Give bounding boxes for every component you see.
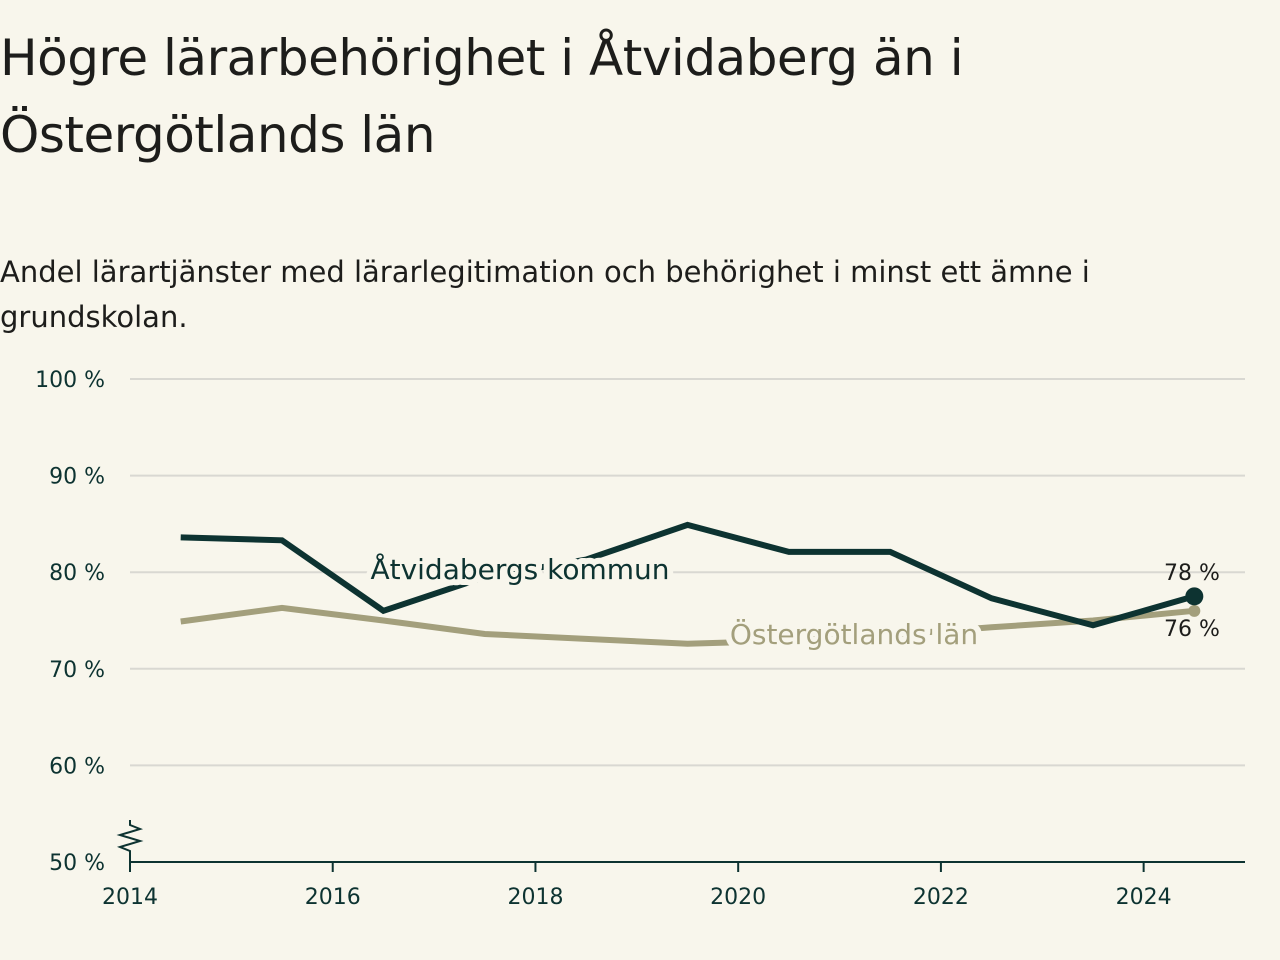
- x-tick-label: 2020: [710, 885, 766, 910]
- series-line-ostergotland: [180, 604, 1195, 647]
- y-tick-label: 80 %: [49, 561, 105, 586]
- y-tick-label: 50 %: [49, 851, 105, 876]
- series: [180, 521, 1204, 647]
- end-label-atvidaberg: 78 %: [1164, 561, 1220, 586]
- x-tick-label: 2018: [507, 885, 563, 910]
- end-point-ostergotland: [1188, 604, 1201, 617]
- chart-subtitle: Andel lärartjänster med lärarlegitimatio…: [0, 255, 1090, 334]
- end-label-ostergotland: 76 %: [1164, 617, 1220, 642]
- series-label-halo: Östergötlands län: [730, 617, 978, 651]
- y-tick-label: 70 %: [49, 658, 105, 683]
- y-tick-label: 100 %: [35, 368, 105, 393]
- series-label-halo: Åtvidabergs kommun: [370, 552, 669, 586]
- x-tick-label: 2022: [913, 885, 969, 910]
- series-label-text: Östergötlands län: [730, 617, 978, 651]
- axes: 50 % 60 % 70 % 80 % 90 % 100 % 2014 2016 2018 202…: [35, 368, 1245, 910]
- chart-title: Högre lärarbehörighet i Åtvidaberg än i …: [0, 29, 964, 164]
- y-tick-label: 60 %: [49, 754, 105, 779]
- end-point-atvidaberg: [1185, 587, 1204, 606]
- series-line-atvidaberg: [180, 521, 1196, 629]
- series-label-text: Åtvidabergs kommun: [370, 552, 669, 586]
- axis-break-icon: [116, 820, 144, 862]
- gridlines: [130, 378, 1245, 767]
- x-tick-label: 2014: [102, 885, 158, 910]
- y-tick-label: 90 %: [49, 465, 105, 490]
- x-tick-label: 2024: [1116, 885, 1172, 910]
- x-tick-label: 2016: [305, 885, 361, 910]
